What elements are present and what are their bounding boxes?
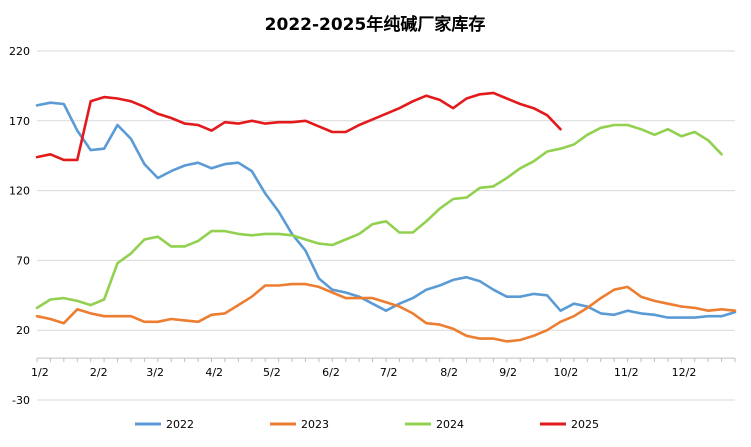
legend: 2022 2023 2024 2025: [135, 418, 599, 431]
x-tick-label: 4/2: [205, 366, 223, 379]
legend-label-2025: 2025: [571, 418, 599, 431]
legend-label-2024: 2024: [436, 418, 464, 431]
chart-title: 2022-2025年纯碱厂家库存: [265, 14, 486, 35]
legend-label-2022: 2022: [166, 418, 194, 431]
x-tick-label: 7/2: [380, 366, 398, 379]
x-tick-label: 12/2: [672, 366, 697, 379]
x-tick-label: 3/2: [146, 366, 164, 379]
y-tick-label: 220: [9, 45, 30, 58]
grid-layer: [37, 50, 735, 401]
legend-label-2023: 2023: [301, 418, 329, 431]
x-tick-label: 8/2: [440, 366, 458, 379]
y-tick-label: 120: [9, 185, 30, 198]
axis-layer: -30 20 70 120 170 220 1/2 2/2 3/2 4/2 5/2 6/2 7/2 8/2…: [9, 45, 736, 407]
y-tick-label: 70: [16, 254, 30, 267]
x-tick-label: 2/2: [90, 366, 108, 379]
x-tick-label: 11/2: [614, 366, 639, 379]
series-line-2024: [35, 123, 723, 310]
x-tick-label: 9/2: [499, 366, 517, 379]
x-tick-label: 10/2: [554, 366, 579, 379]
series-line-2023: [35, 282, 737, 343]
series-layer: [35, 91, 737, 343]
y-tick-label: -30: [12, 394, 30, 407]
series-line-2025: [35, 91, 562, 162]
series-line-2022: [35, 101, 737, 319]
x-tick-label: 5/2: [263, 366, 281, 379]
x-tick-label: 6/2: [322, 366, 340, 379]
x-tick-label: 1/2: [31, 366, 49, 379]
y-tick-label: 170: [9, 115, 30, 128]
y-tick-label: 20: [16, 324, 30, 337]
